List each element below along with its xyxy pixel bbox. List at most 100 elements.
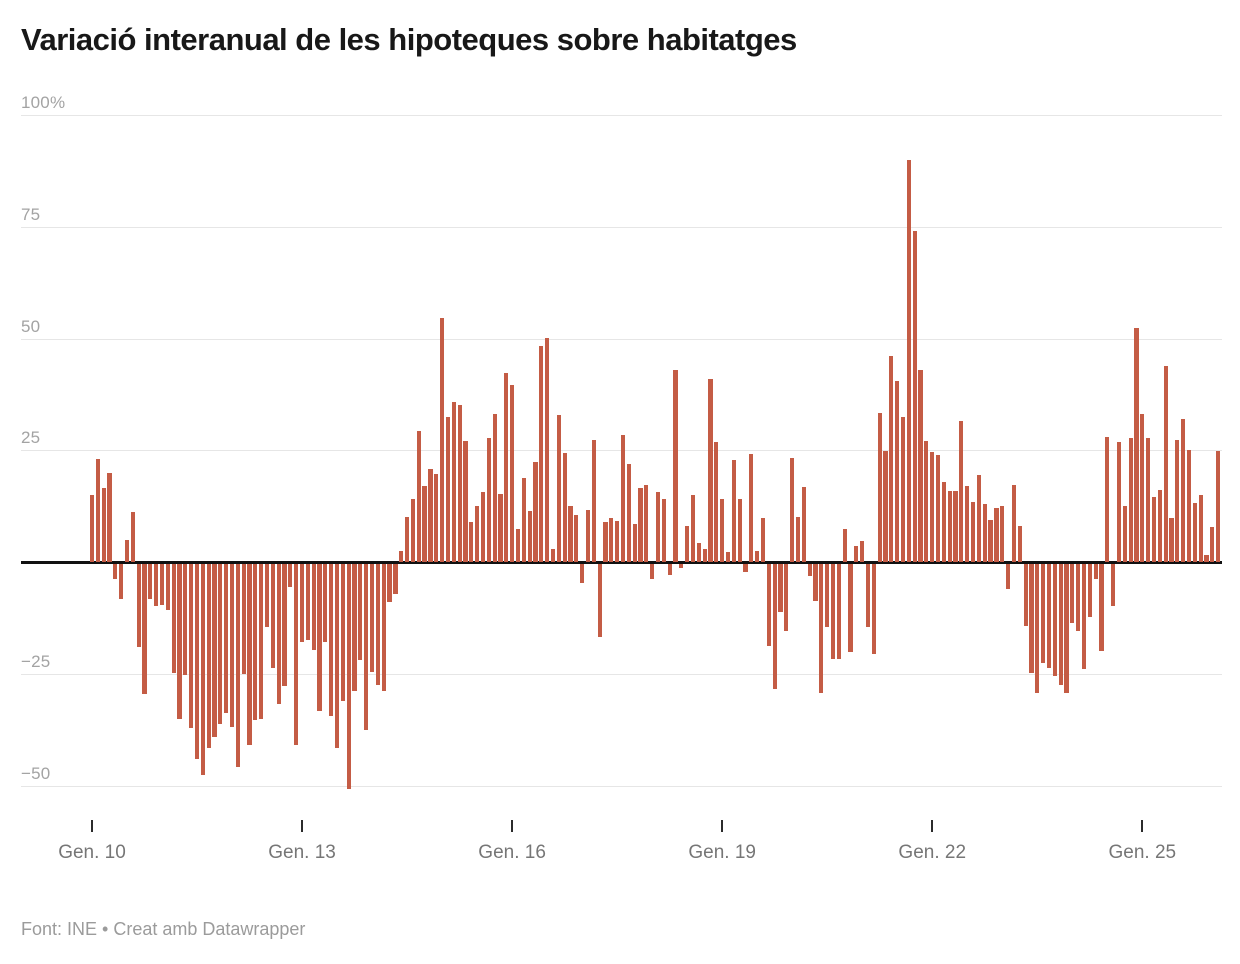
bar-month-50: [381, 563, 386, 691]
bar-month-107: [714, 442, 719, 562]
bar-month-72: [510, 385, 515, 562]
x-axis-label: Gen. 16: [478, 842, 546, 863]
x-tick-Gen. 13: [301, 820, 304, 832]
bar-month-75: [527, 511, 532, 562]
bar-month-106: [708, 378, 713, 562]
x-axis-label: Gen. 10: [58, 842, 126, 863]
bar-month-141: [912, 231, 917, 562]
bar-month-70: [498, 494, 503, 562]
bar-month-192: [1210, 526, 1215, 562]
bar-month-184: [1163, 366, 1168, 562]
bar-month-1: [95, 459, 100, 562]
bar-month-64: [463, 441, 468, 562]
bar-month-37: [305, 563, 310, 640]
bar-month-161: [1029, 563, 1034, 673]
bar-month-103: [690, 494, 696, 562]
bar-month-177: [1122, 506, 1127, 562]
bar-month-164: [1046, 563, 1052, 668]
bar-month-40: [323, 563, 328, 642]
bar-month-49: [375, 563, 380, 685]
bar-month-59: [434, 473, 439, 562]
bar-month-82: [568, 505, 573, 562]
bar-month-143: [924, 441, 929, 562]
bar-month-109: [725, 551, 731, 562]
bar-month-154: [988, 519, 993, 562]
bar-month-61: [445, 417, 451, 562]
bar-month-118: [778, 563, 783, 612]
bar-month-149: [959, 420, 964, 562]
x-tick-Gen. 25: [1141, 820, 1144, 832]
bar-month-17: [189, 563, 194, 728]
bar-month-68: [486, 438, 491, 562]
bar-month-5: [119, 563, 124, 600]
bar-month-85: [585, 509, 591, 562]
bar-month-87: [597, 563, 602, 638]
bar-month-138: [895, 380, 900, 562]
y-axis-label: 75: [21, 204, 41, 224]
gridline--25: [21, 673, 1222, 675]
bar-month-47: [364, 563, 369, 730]
bar-month-145: [935, 454, 941, 562]
bar-month-128: [836, 563, 841, 659]
y-axis-label: 25: [21, 428, 41, 448]
bar-month-108: [720, 498, 725, 562]
bar-month-55: [410, 498, 415, 562]
x-axis-label: Gen. 19: [688, 842, 756, 863]
bar-month-151: [970, 501, 976, 562]
bar-month-142: [918, 369, 923, 562]
bar-month-172: [1093, 563, 1098, 580]
bar-month-126: [825, 563, 830, 628]
bar-month-56: [416, 430, 421, 562]
bar-month-168: [1070, 563, 1075, 623]
bar-month-65: [469, 521, 474, 562]
y-axis-label: −50: [21, 763, 51, 783]
bar-month-15: [177, 563, 182, 720]
bar-month-41: [329, 563, 334, 716]
bar-month-185: [1169, 518, 1174, 562]
bar-month-178: [1128, 437, 1133, 562]
bar-month-10: [148, 563, 153, 599]
bar-month-22: [218, 563, 223, 725]
bar-month-93: [632, 523, 637, 562]
bar-month-20: [206, 563, 211, 748]
bar-month-187: [1181, 418, 1186, 562]
bar-month-36: [299, 563, 305, 642]
bar-month-186: [1175, 439, 1180, 562]
bar-month-165: [1052, 563, 1057, 677]
bar-month-25: [235, 563, 240, 768]
x-axis-label: Gen. 22: [898, 842, 967, 863]
bar-month-121: [795, 517, 801, 562]
bar-month-167: [1064, 563, 1069, 693]
bar-month-21: [212, 563, 217, 737]
bar-month-122: [801, 486, 806, 562]
bar-month-91: [620, 435, 626, 562]
y-axis-label: 100%: [21, 93, 66, 112]
bar-month-182: [1151, 497, 1157, 562]
zero-baseline: [21, 561, 1222, 564]
bar-month-130: [848, 563, 853, 653]
bar-month-78: [545, 337, 550, 562]
bar-month-146: [941, 481, 946, 562]
bar-month-190: [1198, 494, 1203, 562]
bar-month-133: [865, 563, 871, 628]
bar-month-127: [830, 563, 836, 660]
bar-month-120: [790, 457, 795, 562]
bar-month-117: [772, 563, 777, 689]
bar-month-95: [644, 484, 649, 562]
bar-month-71: [504, 372, 509, 562]
bar-month-166: [1058, 563, 1063, 685]
bar-month-63: [457, 405, 462, 562]
bar-month-52: [393, 563, 398, 595]
bar-month-34: [288, 563, 293, 588]
bar-month-110: [731, 459, 736, 562]
bar-month-90: [615, 520, 620, 562]
bar-month-58: [428, 469, 433, 562]
gridline--50: [21, 785, 1222, 787]
bar-month-88: [603, 522, 608, 562]
bar-month-60: [440, 318, 445, 562]
bar-month-157: [1006, 563, 1011, 589]
bar-month-74: [521, 477, 526, 562]
bar-month-102: [685, 526, 690, 562]
bar-month-158: [1011, 484, 1017, 562]
bar-month-183: [1157, 490, 1162, 562]
